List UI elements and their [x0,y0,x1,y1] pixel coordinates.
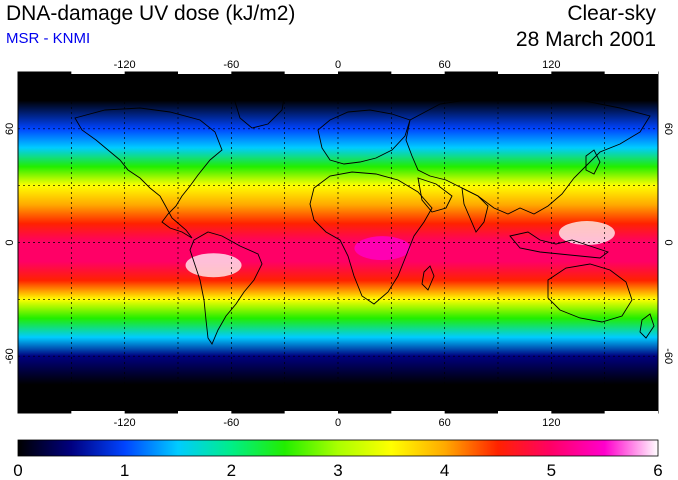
arabia-coast [417,177,453,213]
frame-bar [71,70,125,74]
colorbar: 0 1 2 3 4 5 6 [13,439,663,480]
colorbar-tick-label: 5 [547,461,556,480]
madagascar-coast [421,265,435,291]
frame-bar [178,411,232,415]
colorbar-scale [17,439,659,457]
lon-tick-label: 60 [439,417,451,429]
frame-bar [178,70,232,74]
lat-tick-label-left: 0 [4,239,16,245]
latitude-labels: -60 -60 0 0 60 60 [4,123,674,364]
frame-bar [498,411,552,415]
colorbar-tick-label: 6 [653,461,662,480]
frame-bar [284,70,338,74]
hotspot-central-africa [354,236,411,261]
colorbar-tick-label: 0 [13,461,22,480]
lat-tick-label-right: 60 [662,123,674,135]
hotspot-andes [185,253,242,278]
japan-coast [585,149,601,175]
coastlines [74,87,655,345]
lat-tick-label-left: 60 [4,123,16,135]
australia-coast [547,263,633,323]
lon-tick-label: -60 [223,417,239,429]
colorbar-tick-label: 1 [120,461,129,480]
colorbar-tick-label: 3 [333,461,342,480]
source-label: MSR - KNMI [6,30,91,47]
colorbar-tick-label: 2 [227,461,236,480]
frame-bar [284,411,338,415]
lon-tick-label: 120 [542,59,560,71]
lon-tick-label: -120 [114,417,136,429]
frame-tick-bars [71,70,658,415]
map-title: DNA-damage UV dose (kJ/m2) [6,2,296,25]
longitude-labels: -120 -120 -60 -60 0 0 60 60 120 120 [114,59,561,429]
colorbar-tick-label: 4 [440,461,449,480]
hotspot-western-pacific [558,221,615,246]
new-zealand-coast [639,313,655,339]
greenland-coast [231,87,286,129]
lon-tick-label: 0 [335,59,341,71]
graticule [18,72,658,413]
lat-tick-label-right: -60 [662,348,674,364]
frame-bar [604,70,658,74]
map-frame: -120 -120 -60 -60 0 0 60 60 120 120 -60 -60 0 0 60 60 [4,59,674,429]
lon-tick-label: -60 [223,59,239,71]
frame-bar [498,70,552,74]
africa-coast [309,171,433,305]
india-coast [461,187,489,233]
frame-bar [71,411,125,415]
indonesia-coast [509,231,609,259]
europe-coast [317,109,411,165]
lon-tick-label: 60 [439,59,451,71]
colorbar-labels: 0 1 2 3 4 5 6 [13,461,662,480]
south-america-coast [189,231,263,345]
north-america-coast [74,107,223,239]
lat-tick-label-right: 0 [662,239,674,245]
frame-bar [391,70,445,74]
date-label: 28 March 2001 [515,28,656,51]
sky-condition-label: Clear-sky [567,2,656,25]
lat-tick-label-left: -60 [4,348,16,364]
asia-coast [405,95,651,215]
frame-bar [391,411,445,415]
lon-tick-label: 0 [335,417,341,429]
lon-tick-label: 120 [542,417,560,429]
lon-tick-label: -120 [114,59,136,71]
frame-bar [604,411,658,415]
